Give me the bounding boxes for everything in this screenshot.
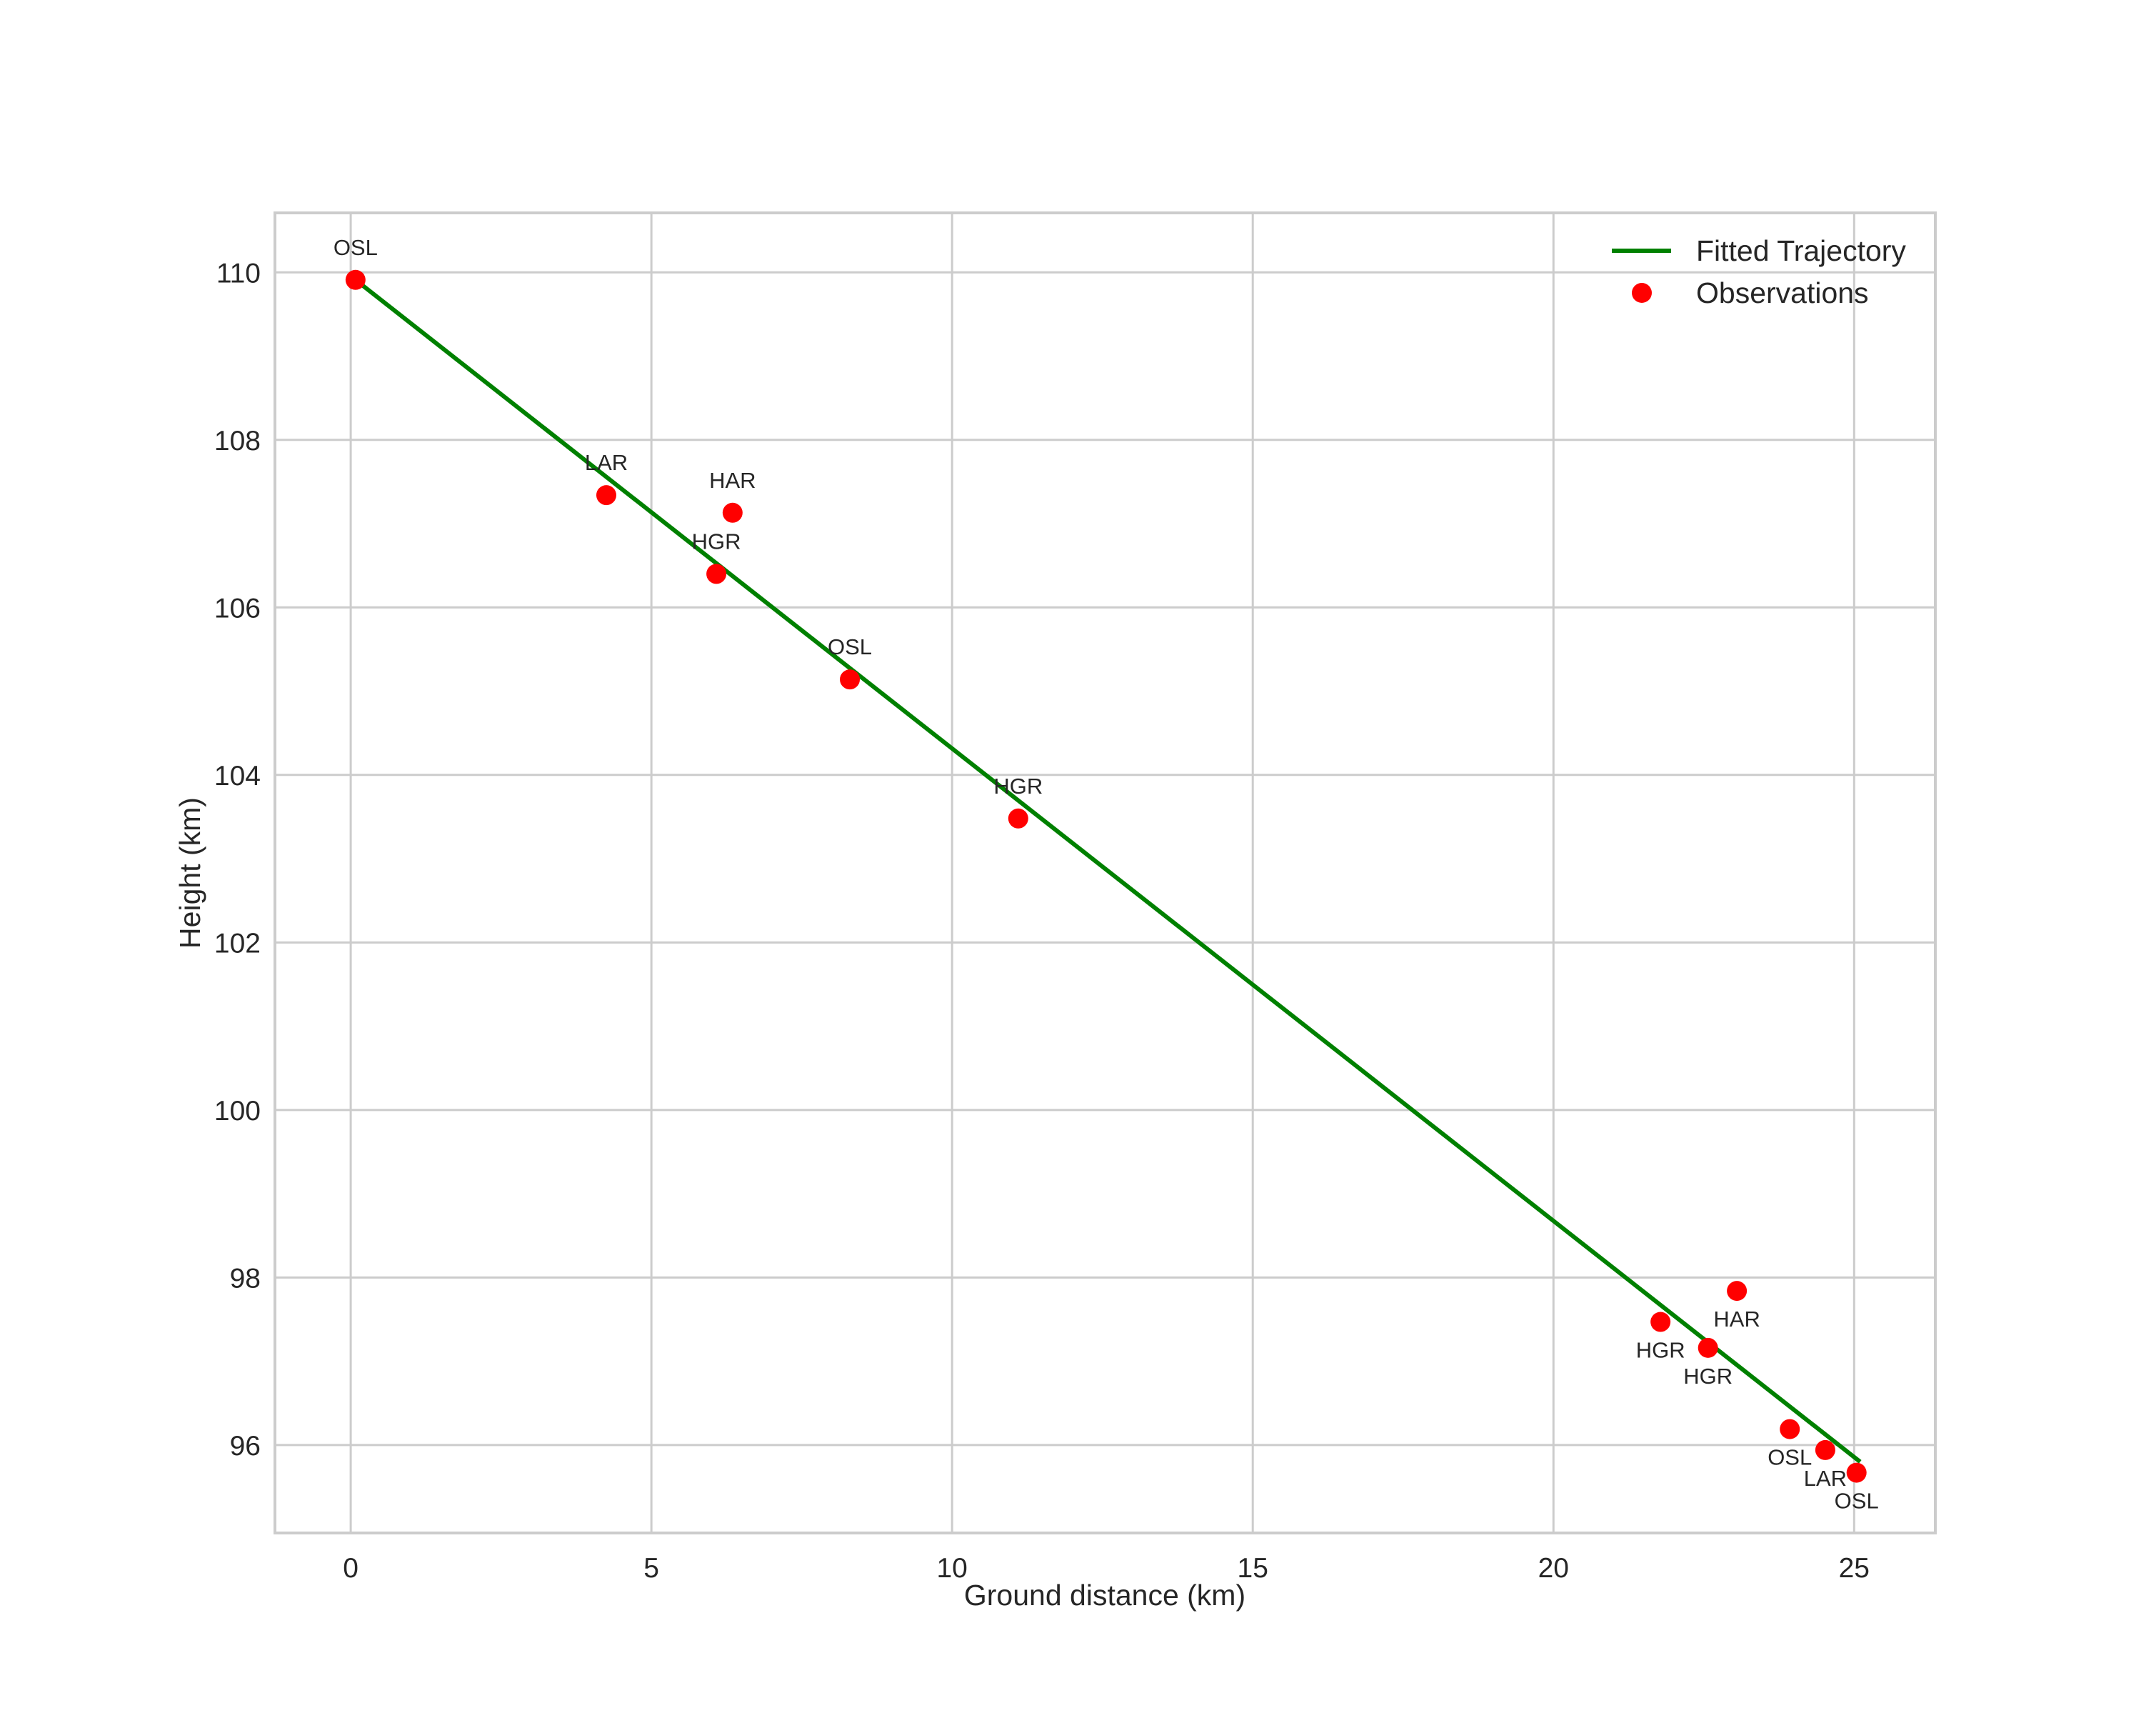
y-tick-label: 96: [230, 1431, 261, 1462]
station-label: OSL: [1835, 1489, 1879, 1514]
x-tick-label: 15: [1238, 1553, 1268, 1584]
y-tick-label: 98: [230, 1263, 261, 1294]
observation-point: [1698, 1337, 1718, 1358]
observation-point: [722, 502, 743, 523]
legend-marker-swatch: [1632, 283, 1652, 303]
station-label: OSL: [1768, 1445, 1812, 1470]
y-tick-label: 108: [214, 426, 261, 456]
y-tick-label: 100: [214, 1096, 261, 1127]
station-label: HGR: [692, 529, 741, 554]
x-tick-labels: 0 5 10 15 20 25: [343, 1553, 1870, 1584]
plot-series: [345, 269, 1867, 1483]
y-tick-label: 104: [214, 761, 261, 791]
y-tick-label: 102: [214, 928, 261, 959]
gridlines: [275, 213, 1935, 1533]
legend-label-observations: Observations: [1696, 276, 1869, 309]
y-tick-labels: 96 98 100 102 104 106 108 110: [214, 258, 261, 1462]
station-label: HAR: [709, 468, 756, 493]
y-axis-label: Height (km): [174, 797, 206, 949]
station-label: HGR: [1636, 1338, 1685, 1363]
observation-point: [596, 485, 616, 506]
observation-point: [1008, 808, 1028, 829]
x-axis-label: Ground distance (km): [964, 1579, 1245, 1612]
y-tick-label: 106: [214, 593, 261, 624]
station-label: OSL: [828, 634, 872, 659]
observation-point: [1815, 1439, 1835, 1460]
observation-point: [1846, 1462, 1867, 1483]
station-label: OSL: [334, 235, 378, 260]
observation-point: [345, 269, 366, 290]
legend: Fitted Trajectory Observations: [1612, 234, 1906, 309]
station-label: HGR: [1683, 1364, 1733, 1389]
x-tick-label: 20: [1538, 1553, 1569, 1584]
station-label: LAR: [1804, 1466, 1847, 1491]
x-tick-label: 25: [1839, 1553, 1870, 1584]
observation-point: [840, 669, 861, 690]
station-label: HGR: [993, 774, 1043, 799]
x-tick-label: 0: [343, 1553, 359, 1584]
observation-point: [1650, 1312, 1671, 1332]
station-label: HAR: [1713, 1307, 1760, 1332]
x-tick-label: 10: [936, 1553, 967, 1584]
y-tick-label: 110: [216, 258, 261, 289]
observation-point: [706, 564, 727, 584]
fitted-trajectory-line: [354, 278, 1862, 1464]
observation-point: [1727, 1281, 1748, 1302]
axes-frame: [274, 211, 1937, 1534]
observation-point: [1780, 1419, 1800, 1439]
legend-label-fitted-trajectory: Fitted Trajectory: [1696, 234, 1906, 267]
x-tick-label: 5: [643, 1553, 659, 1584]
station-label: LAR: [585, 450, 628, 475]
